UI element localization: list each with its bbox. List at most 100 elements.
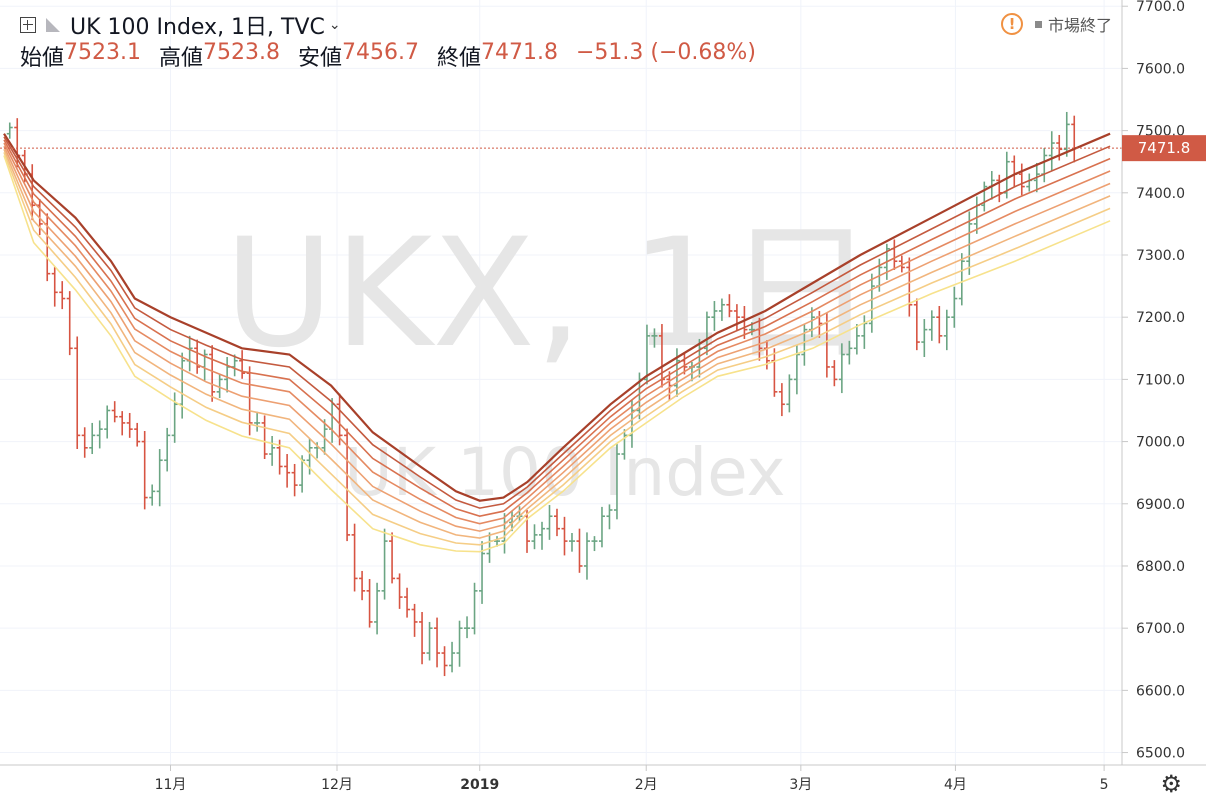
price-tick-label: 6500.0 xyxy=(1136,746,1185,762)
ma-line-5 xyxy=(3,145,1111,532)
time-tick-label: 11月 xyxy=(155,777,187,793)
price-tick-label: 6800.0 xyxy=(1136,559,1185,575)
price-tick-label: 7200.0 xyxy=(1136,310,1185,326)
candle-bar xyxy=(868,273,875,333)
symbol-flag-icon xyxy=(46,18,60,32)
price-tick-label: 7700.0 xyxy=(1136,0,1185,15)
price-tick-label: 7000.0 xyxy=(1136,435,1185,451)
candle-bar xyxy=(344,428,351,542)
watermark-symbol: UKX, 1日 xyxy=(224,207,876,381)
close-label: 終値 xyxy=(437,46,482,71)
candle-bar xyxy=(209,345,216,402)
price-axis: 7700.07600.07500.07400.07300.07200.07100… xyxy=(1122,0,1185,762)
candle-bar xyxy=(284,454,291,488)
chevron-down-icon[interactable]: ⌄ xyxy=(328,17,341,33)
candle-bar xyxy=(958,253,965,306)
ohlc-legend: 始値 7523.1 高値 7523.8 安値 7456.7 終値 7471.8 … xyxy=(20,40,756,71)
candle-bar xyxy=(216,373,223,399)
low-label: 安値 xyxy=(298,46,343,71)
expand-icon[interactable] xyxy=(20,17,36,33)
ma-ribbon xyxy=(3,132,1111,553)
price-tick-label: 6700.0 xyxy=(1136,621,1185,637)
time-tick-label: 5 xyxy=(1100,777,1109,793)
candle-bar xyxy=(778,383,785,417)
candle-bar xyxy=(411,603,418,637)
candle-bar xyxy=(613,444,620,520)
price-tick-label: 7400.0 xyxy=(1136,186,1185,202)
candle-bar xyxy=(269,435,276,466)
candle-bar xyxy=(111,401,118,423)
high-label: 高値 xyxy=(159,46,204,71)
high-value: 7523.8 xyxy=(203,40,280,65)
candle-bar xyxy=(366,579,373,628)
candle-bar xyxy=(254,411,261,432)
candle-bar xyxy=(703,311,710,356)
candle-bar xyxy=(943,309,950,351)
candle-bar xyxy=(6,122,13,139)
candle-bar xyxy=(996,174,1003,203)
candle-bar xyxy=(359,570,366,601)
market-status-label: 市場終了 xyxy=(1047,16,1112,35)
settings-gear-icon[interactable]: ⚙ xyxy=(1160,770,1182,798)
candle-bar xyxy=(786,374,793,413)
candle-bar xyxy=(568,533,575,552)
market-status[interactable]: ! 市場終了 xyxy=(1000,12,1112,36)
candle-bar xyxy=(179,352,186,419)
candle-bar xyxy=(51,266,58,307)
candle-bar xyxy=(801,324,808,366)
candle-bar xyxy=(59,281,66,310)
price-tick-label: 6600.0 xyxy=(1136,683,1185,699)
price-tick-label: 7300.0 xyxy=(1136,248,1185,264)
candle-bar xyxy=(711,301,718,331)
chart-grid xyxy=(0,0,1122,765)
candle-bar xyxy=(96,420,103,449)
symbol-title[interactable]: UK 100 Index, 1日, TVC xyxy=(70,15,325,40)
candle-bar xyxy=(396,573,403,609)
candle-bar xyxy=(539,521,545,550)
candle-bar xyxy=(66,291,73,356)
candles xyxy=(6,111,1078,677)
chart-header: UK 100 Index, 1日, TVC ⌄ 始値 7523.1 高値 752… xyxy=(20,10,756,71)
candle-bar xyxy=(239,350,246,379)
candle-bar xyxy=(149,484,156,506)
candle-bar xyxy=(906,257,913,317)
candle-bar xyxy=(981,181,988,212)
candle-bar xyxy=(1063,111,1070,157)
candle-bar xyxy=(838,343,845,394)
candle-bar xyxy=(583,532,590,580)
candle-bar xyxy=(381,528,388,600)
change-value: −51.3 (−0.68%) xyxy=(576,40,756,65)
candle-bar xyxy=(553,508,560,537)
candle-bar xyxy=(336,393,343,446)
low-value: 7456.7 xyxy=(342,40,419,65)
candle-bar xyxy=(201,349,208,381)
candle-bar xyxy=(449,641,456,673)
candle-bar xyxy=(898,255,905,273)
candle-bar xyxy=(831,360,838,387)
price-tick-label: 6900.0 xyxy=(1136,497,1185,513)
time-tick-label: 4月 xyxy=(944,777,967,793)
candle-bar xyxy=(928,310,935,341)
candle-bar xyxy=(74,336,81,450)
candle-bar xyxy=(164,427,171,472)
candle-bar xyxy=(261,415,268,459)
candle-bar xyxy=(1018,163,1025,196)
candle-bar xyxy=(141,431,148,510)
candle-bar xyxy=(464,616,471,639)
last-price-value: 7471.8 xyxy=(1138,139,1191,157)
candle-bar xyxy=(846,340,853,365)
warning-icon[interactable]: ! xyxy=(1000,13,1023,35)
candle-bar xyxy=(456,620,463,667)
ma-line-2 xyxy=(3,136,1111,509)
candle-bar xyxy=(119,411,126,436)
candle-bar xyxy=(651,328,658,348)
candle-bar xyxy=(546,505,553,540)
candle-bar xyxy=(89,422,96,455)
price-tick-label: 7100.0 xyxy=(1136,372,1185,388)
candle-bar xyxy=(1048,131,1055,171)
ma-line-8 xyxy=(3,155,1111,553)
candle-bar xyxy=(561,516,568,556)
last-price-label: 7471.8 xyxy=(1122,135,1206,162)
candle-bar xyxy=(389,532,396,584)
